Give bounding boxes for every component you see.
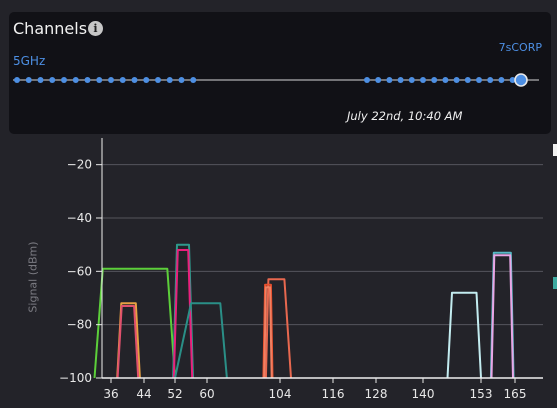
timeline-point[interactable] bbox=[453, 77, 460, 83]
timeline-point[interactable] bbox=[442, 77, 449, 83]
x-tick-label: 153 bbox=[470, 387, 493, 401]
timeline-point[interactable] bbox=[431, 77, 438, 83]
timeline-point[interactable] bbox=[84, 77, 91, 83]
timeline-point[interactable] bbox=[37, 77, 44, 83]
x-tick-label: 44 bbox=[136, 387, 151, 401]
series-3-line bbox=[116, 305, 140, 379]
y-tick-label: −80 bbox=[67, 318, 92, 332]
timeline-point[interactable] bbox=[166, 77, 173, 83]
offscreen-series-marker bbox=[553, 277, 557, 289]
timeline-point[interactable] bbox=[487, 77, 494, 83]
ssid-label: 7sCORP bbox=[498, 41, 542, 54]
info-icon[interactable]: i bbox=[88, 21, 103, 36]
timeline-point[interactable] bbox=[49, 77, 56, 83]
timeline-point[interactable] bbox=[509, 77, 516, 83]
x-tick-label: 140 bbox=[412, 387, 435, 401]
panel-title: Channels bbox=[13, 19, 88, 38]
timeline-point[interactable] bbox=[25, 77, 32, 83]
timeline-point[interactable] bbox=[108, 77, 114, 83]
timeline-point[interactable] bbox=[14, 77, 20, 83]
timeline-point[interactable] bbox=[397, 77, 404, 83]
timestamp: July 22nd, 10:40 AM bbox=[347, 109, 463, 123]
y-tick-label: −40 bbox=[67, 211, 92, 225]
timeline-point[interactable] bbox=[408, 77, 415, 83]
x-tick-label: 128 bbox=[365, 387, 388, 401]
y-tick-label: −60 bbox=[67, 264, 92, 278]
timeline-point[interactable] bbox=[143, 77, 150, 83]
x-tick-label: 165 bbox=[504, 387, 527, 401]
series-12-line bbox=[490, 254, 514, 379]
timeline-points-right[interactable] bbox=[364, 77, 516, 83]
timeline-points-left[interactable] bbox=[14, 77, 197, 83]
timeline-point[interactable] bbox=[464, 77, 471, 83]
timeline-point[interactable] bbox=[119, 77, 126, 83]
x-tick-label: 116 bbox=[322, 387, 345, 401]
x-tick-label: 52 bbox=[167, 387, 182, 401]
series-9-line bbox=[263, 286, 273, 379]
timeline-point[interactable] bbox=[96, 77, 103, 83]
x-tick-label: 60 bbox=[199, 387, 214, 401]
timeline-point[interactable] bbox=[498, 77, 505, 83]
x-tick-label: 104 bbox=[269, 387, 292, 401]
timeline-point[interactable] bbox=[155, 77, 161, 83]
timeline-point[interactable] bbox=[364, 77, 370, 83]
timeline-point[interactable] bbox=[375, 77, 382, 83]
timeline-point[interactable] bbox=[420, 77, 426, 83]
timeline-point[interactable] bbox=[61, 77, 67, 83]
y-tick-label: −100 bbox=[59, 371, 92, 385]
band-label: 5GHz bbox=[13, 54, 46, 68]
timeline-point[interactable] bbox=[131, 77, 138, 83]
y-tick-label: −20 bbox=[67, 158, 92, 172]
series-7-line bbox=[264, 278, 292, 379]
series-6-line bbox=[174, 302, 228, 379]
timeline-point[interactable] bbox=[178, 77, 185, 83]
channel-history-panel: Channels i 5GHz 7sCORP July 22nd, 10:40 … bbox=[9, 12, 551, 134]
offscreen-item-marker bbox=[553, 144, 557, 156]
series-10-line bbox=[446, 291, 482, 379]
timeline-selected-point[interactable] bbox=[514, 73, 528, 87]
timeline-point[interactable] bbox=[476, 77, 482, 83]
history-timeline[interactable] bbox=[9, 12, 551, 134]
x-tick-label: 36 bbox=[103, 387, 118, 401]
timeline-point[interactable] bbox=[72, 77, 79, 83]
series-1-line bbox=[93, 267, 176, 379]
series-5-line bbox=[172, 249, 194, 379]
timeline-point[interactable] bbox=[386, 77, 393, 83]
timeline-point[interactable] bbox=[190, 77, 197, 83]
